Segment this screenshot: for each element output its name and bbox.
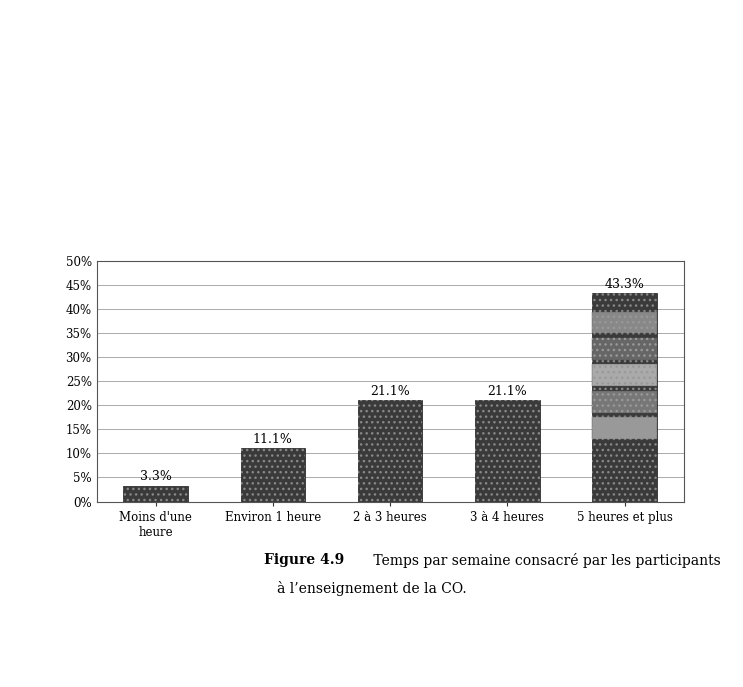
Bar: [123, 486, 188, 502]
Bar: [592, 391, 657, 412]
Text: 43.3%: 43.3%: [605, 278, 645, 291]
Bar: [592, 312, 657, 333]
Text: 21.1%: 21.1%: [370, 385, 410, 398]
Text: à l’enseignement de la CO.: à l’enseignement de la CO.: [276, 581, 467, 596]
Text: 21.1%: 21.1%: [487, 385, 528, 398]
Text: Temps par semaine consacré par les participants: Temps par semaine consacré par les parti…: [369, 553, 721, 568]
Bar: [241, 448, 305, 502]
Bar: [592, 417, 657, 439]
Bar: [241, 448, 305, 502]
Bar: [592, 338, 657, 360]
Bar: [592, 364, 657, 386]
Bar: [592, 312, 657, 333]
Bar: [592, 293, 657, 502]
Bar: [358, 400, 422, 502]
Bar: [592, 293, 657, 502]
Bar: [123, 486, 188, 502]
Text: 11.1%: 11.1%: [253, 433, 293, 446]
Bar: [358, 400, 422, 502]
Bar: [592, 364, 657, 386]
Bar: [475, 400, 539, 502]
Bar: [592, 338, 657, 360]
Bar: [592, 417, 657, 439]
Bar: [592, 391, 657, 412]
Text: 3.3%: 3.3%: [140, 470, 172, 483]
Bar: [475, 400, 539, 502]
Text: Figure 4.9: Figure 4.9: [264, 553, 344, 567]
